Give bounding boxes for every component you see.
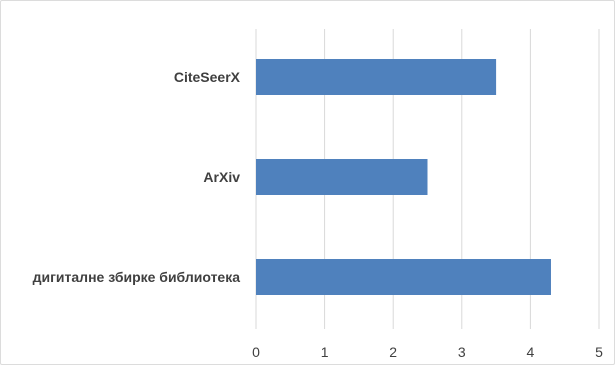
x-tick-label: 3 (458, 344, 466, 360)
x-tick-label: 0 (252, 344, 260, 360)
bar (256, 259, 551, 295)
x-tick-labels: 0 1 2 3 4 5 (252, 344, 603, 360)
x-tick-label: 5 (595, 344, 603, 360)
bar (256, 159, 428, 195)
category-label: CiteSeerX (174, 69, 241, 85)
category-label: ArXiv (203, 169, 240, 185)
category-label: дигиталне збирке библиотека (33, 269, 241, 285)
bars (256, 59, 551, 295)
x-tick-label: 4 (527, 344, 535, 360)
x-tick-label: 1 (321, 344, 329, 360)
category-labels: CiteSeerX ArXiv дигиталне збирке библиотек… (33, 69, 241, 285)
bar (256, 59, 497, 95)
x-tick-label: 2 (389, 344, 397, 360)
